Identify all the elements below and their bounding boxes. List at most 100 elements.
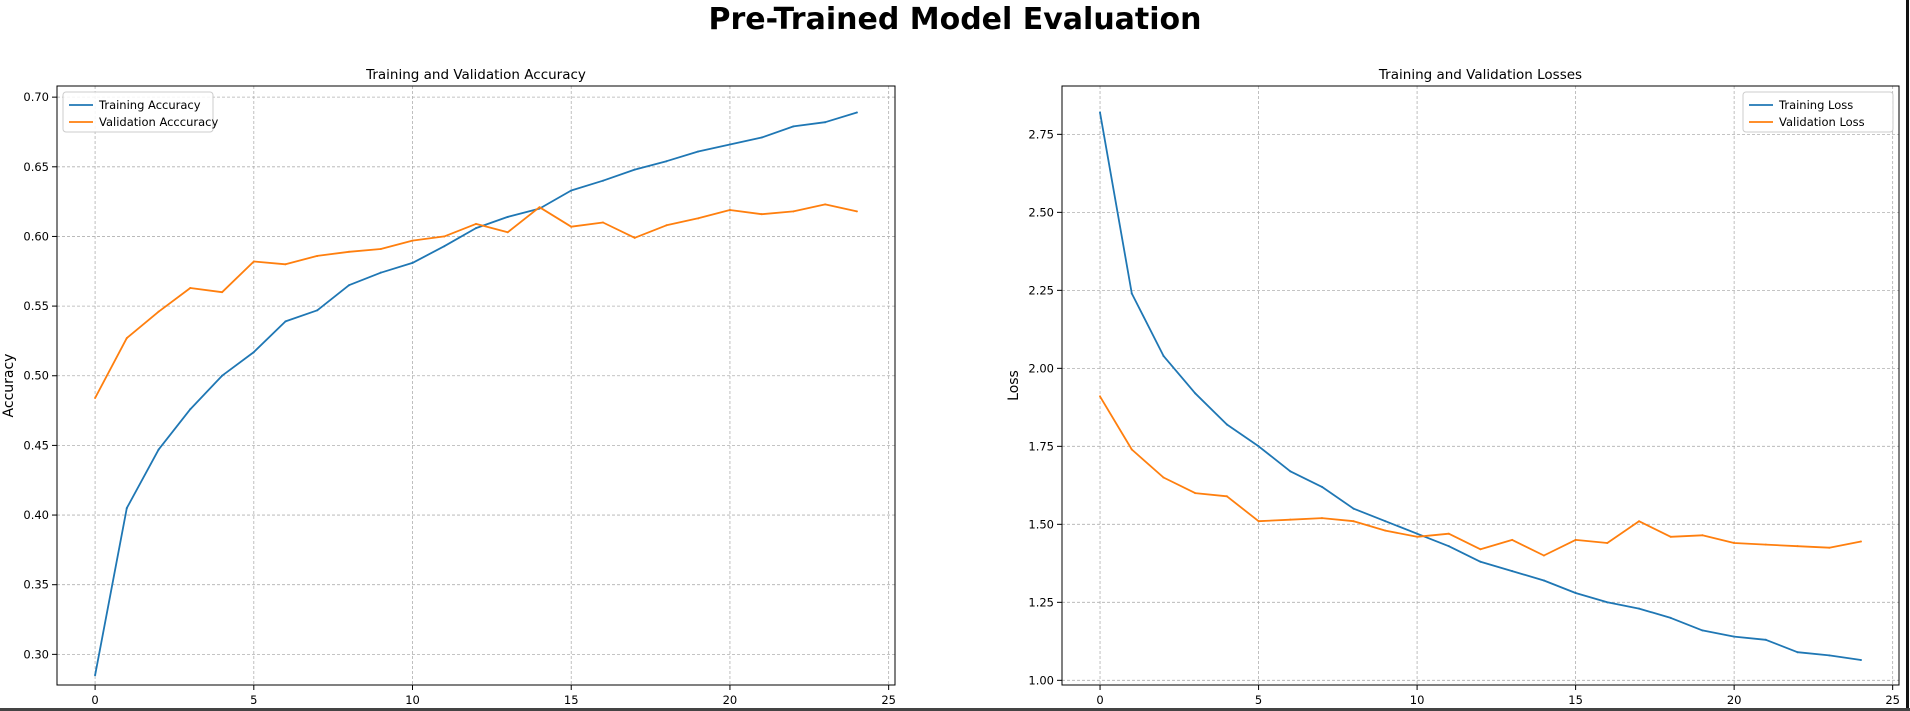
y-tick-label: 0.60 [23, 229, 49, 243]
data-point [697, 217, 700, 220]
data-point [1606, 601, 1609, 604]
data-point [633, 168, 636, 171]
plot-frame [56, 85, 896, 686]
data-point [411, 239, 414, 242]
data-point [1796, 545, 1799, 548]
y-tick-label: 2.00 [1028, 361, 1054, 375]
x-tick-label: 20 [723, 693, 738, 707]
data-point [665, 224, 668, 227]
data-point [1320, 485, 1323, 488]
data-point [855, 111, 858, 114]
data-point [475, 222, 477, 225]
y-tick-label: 0.65 [23, 160, 49, 174]
x-tick-label: 20 [1727, 693, 1742, 707]
data-point [411, 261, 414, 264]
data-point [1764, 638, 1767, 641]
legend-label: Training Loss [1778, 98, 1853, 112]
legend-box [1742, 91, 1894, 133]
legend-label: Training Accuracy [98, 98, 201, 112]
data-point [1764, 543, 1767, 546]
series-line-1 [94, 111, 858, 676]
x-tick-label: 25 [1885, 693, 1900, 707]
data-point [379, 271, 382, 274]
data-point [760, 136, 763, 139]
data-point [506, 231, 509, 234]
y-tick-label: 1.25 [1028, 595, 1054, 609]
x-tick-label: 10 [405, 693, 420, 707]
data-point [697, 150, 700, 153]
data-point [1352, 507, 1355, 510]
y-tick-label: 0.70 [23, 90, 49, 104]
legend-label: Validation Loss [1779, 115, 1865, 129]
data-point [633, 236, 636, 239]
chart-2: 0 5 10 15 20 25 1.00 1.25 1.50 1.75 2.00 2.25 2.50 2.… [1006, 67, 1900, 707]
data-point [1352, 520, 1355, 523]
y-tick-label: 1.50 [1028, 517, 1054, 531]
x-tick-label: 5 [250, 693, 257, 707]
y-tick-label: 2.25 [1028, 283, 1054, 297]
data-point [601, 179, 604, 182]
data-point [728, 143, 731, 146]
y-tick-label: 2.75 [1028, 127, 1054, 141]
data-point [1289, 470, 1292, 473]
data-point [1416, 535, 1419, 538]
data-point [157, 448, 160, 451]
data-point [1733, 635, 1736, 638]
data-point [1669, 616, 1672, 619]
data-point [792, 125, 795, 128]
data-point [1511, 570, 1514, 573]
data-point [1606, 542, 1609, 545]
data-point [1447, 545, 1450, 548]
data-point [1384, 529, 1387, 532]
x-tick-label: 15 [1568, 693, 1583, 707]
data-point [1257, 445, 1260, 448]
data-point [1796, 651, 1799, 654]
chart-1: 0 5 10 15 20 25 0.30 0.35 0.40 0.45 0.50 0.55 0.60 0.… [1, 67, 896, 707]
y-tick-label: 0.30 [23, 647, 49, 661]
series-line-1 [1099, 112, 1862, 661]
x-tick-label: 15 [564, 693, 579, 707]
data-point [1669, 535, 1672, 538]
data-point [1447, 532, 1450, 535]
plot-frame [1061, 85, 1900, 686]
y-tick-label: 0.45 [23, 438, 49, 452]
data-point [506, 215, 509, 218]
y-tick-label: 0.40 [23, 508, 49, 522]
data-point [570, 225, 573, 228]
y-tick-label: 2.50 [1028, 205, 1054, 219]
legend: Training Loss Validation Loss [1742, 91, 1894, 133]
data-point [1859, 540, 1862, 543]
legend: Training Accuracy Validation Acccuracy [62, 91, 218, 133]
data-point [1099, 395, 1102, 398]
data-point [1416, 532, 1419, 535]
data-point [94, 674, 97, 677]
data-point [284, 320, 287, 323]
data-point [1162, 354, 1165, 357]
x-tick-label: 10 [1410, 693, 1425, 707]
data-point [792, 210, 795, 213]
data-point [855, 210, 858, 213]
chart-title: Training and Validation Accuracy [365, 67, 586, 83]
data-point [1384, 520, 1387, 523]
y-tick-label: 0.50 [23, 369, 49, 383]
data-point [1130, 448, 1133, 451]
data-point [1194, 392, 1197, 395]
data-point [665, 160, 668, 163]
data-point [1162, 476, 1165, 479]
data-point [1194, 492, 1197, 495]
data-point [1320, 517, 1323, 520]
data-point [1225, 495, 1228, 498]
data-point [1828, 654, 1831, 657]
data-point [348, 250, 351, 253]
data-point [1099, 111, 1102, 114]
figure-title: Pre-Trained Model Evaluation [708, 2, 1202, 37]
data-point [1828, 546, 1831, 549]
data-point [379, 247, 382, 250]
data-point [1638, 607, 1641, 610]
data-point [1859, 659, 1862, 662]
data-point [1130, 292, 1133, 295]
y-tick-label: 0.35 [23, 578, 49, 592]
data-point [1542, 579, 1545, 582]
data-point [1289, 518, 1292, 521]
